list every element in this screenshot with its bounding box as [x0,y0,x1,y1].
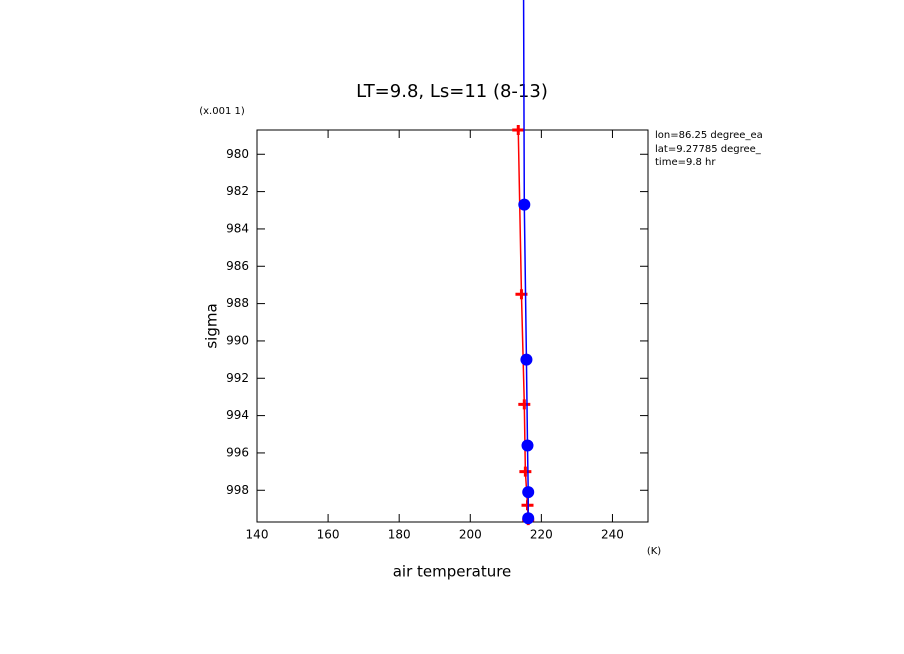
point [518,399,531,410]
x-tick-label: 180 [388,528,411,542]
point [521,439,534,452]
info-line: lon=86.25 degree_ea [655,130,763,141]
info-line: lat=9.27785 degree_ [655,144,762,155]
y-axis-title: sigma [203,303,221,348]
point [518,198,531,211]
info: lon=86.25 degree_ea lat=9.27785 degree_ … [655,130,763,168]
y-tick-label: 996 [226,445,249,459]
point [520,353,533,366]
y-tick-label: 980 [226,147,249,161]
y-tick-label: 986 [226,259,249,273]
x-tick-label: 220 [530,528,553,542]
point [519,466,532,477]
x-unit: (K) [647,546,661,557]
info-line: time=9.8 hr [655,157,716,168]
point [522,512,535,525]
chart-title: LT=9.8, Ls=11 (8-13) [356,81,548,102]
y-tick-label: 990 [226,333,249,347]
plot-frame [256,129,649,523]
y-scale-note: (x.001 1) [199,106,245,117]
y-tick-label: 982 [226,184,249,198]
point [522,486,535,499]
series-line [517,129,529,521]
y-tick-label: 992 [226,371,249,385]
x-tick-label: 240 [601,528,624,542]
x-tick-label: 140 [246,528,269,542]
x-tick-label: 160 [317,528,340,542]
y-tick-label: 998 [226,483,249,497]
point [512,125,525,135]
x-axis-title: air temperature [393,563,512,581]
y-tick-label: 994 [226,408,249,422]
y-tick-label: 984 [226,221,249,235]
x-tick-label: 200 [459,528,482,542]
y-tick-label: 988 [226,296,249,310]
